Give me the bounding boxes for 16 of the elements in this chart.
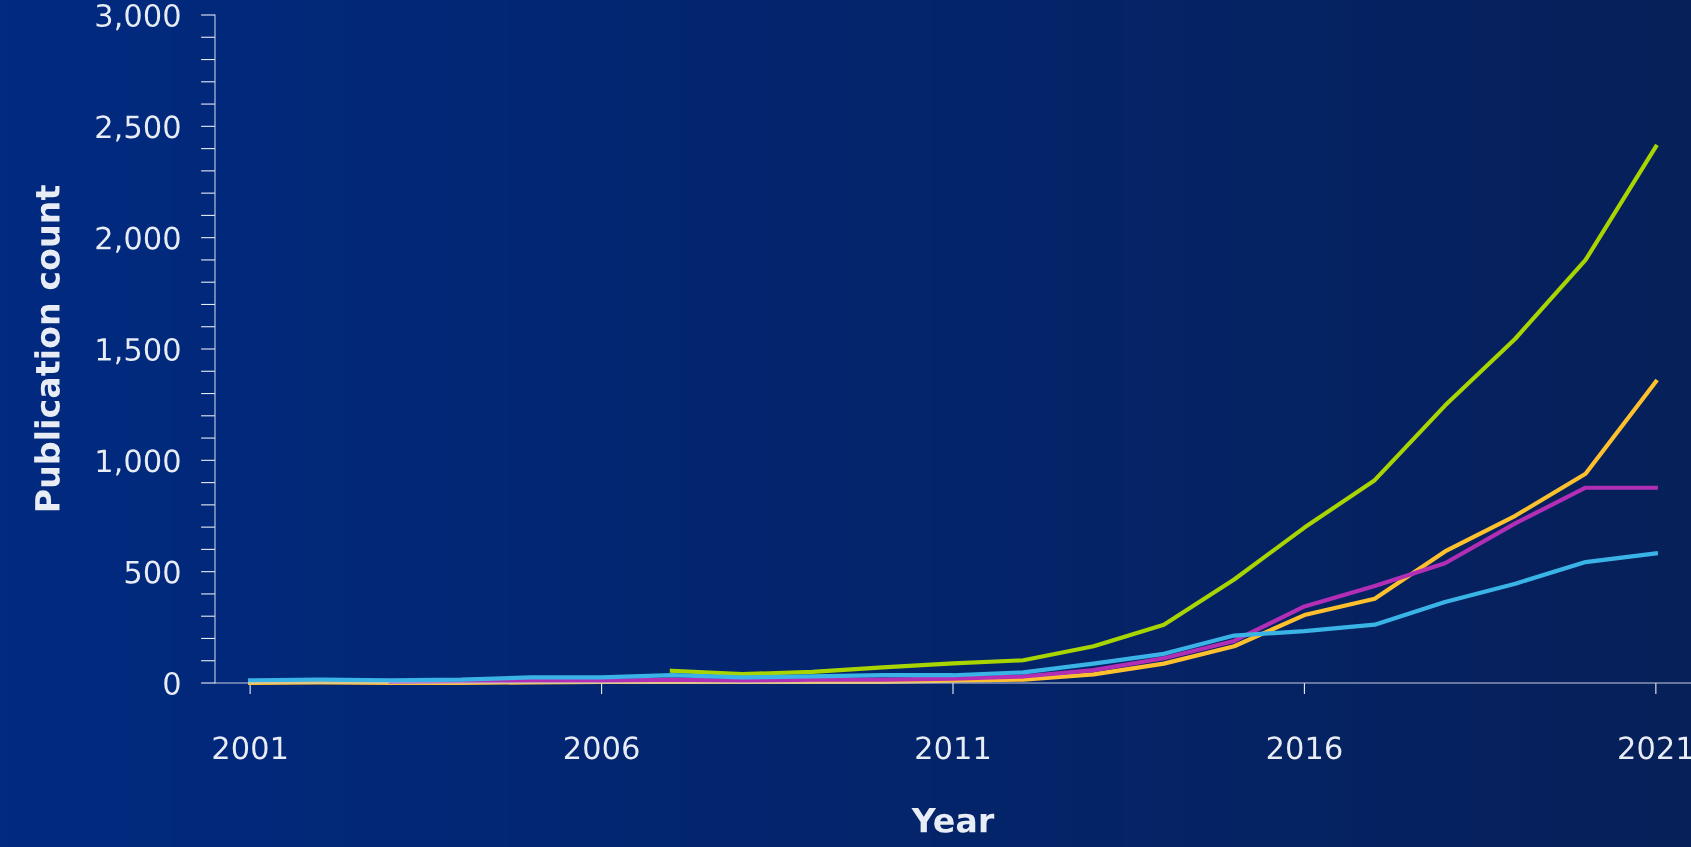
y-tick-label: 3,000 [96,3,180,31]
x-tick-label: 2001 [213,736,287,760]
y-tick-label: 2,000 [96,226,180,253]
line-series [248,551,1658,683]
y-tick-label: 1,500 [97,337,180,365]
x-axis-title: Year [911,808,995,833]
y-axis-title: Publication count [34,185,60,511]
x-tick-label: 2006 [564,736,639,760]
x-tick-label: 2021 [1619,736,1691,760]
y-tick-label: 0 [164,671,180,696]
line-series [669,144,1658,677]
x-tick-label: 2016 [1267,736,1342,760]
y-tick-label: 1,000 [97,449,180,476]
y-tick-label: 500 [125,560,180,584]
y-tick-label: 2,500 [96,115,180,142]
x-tick-label: 2011 [916,736,990,760]
